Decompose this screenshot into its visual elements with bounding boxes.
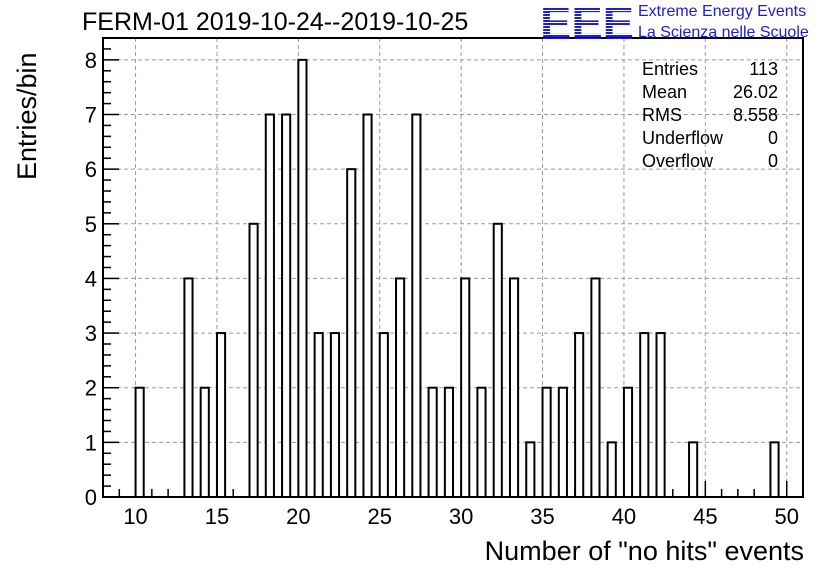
- histogram-bar: [362, 113, 373, 498]
- histogram-bar: [378, 332, 389, 499]
- histogram-bar: [395, 277, 406, 498]
- histogram-bar: [199, 386, 210, 499]
- histogram-bar: [134, 386, 145, 499]
- histogram-bar: [264, 113, 275, 498]
- histogram-bar: [541, 386, 552, 499]
- histogram-bar: [688, 441, 699, 499]
- x-tick-label: 10: [123, 504, 147, 529]
- stats-mean-value: 26.02: [732, 82, 778, 102]
- x-axis-label: Number of "no hits" events: [484, 536, 804, 566]
- y-tick-label: 6: [85, 157, 97, 182]
- histogram-bar: [492, 222, 503, 499]
- histogram-bar: [297, 58, 308, 498]
- histogram-bar: [590, 277, 601, 498]
- histogram-bar: [427, 386, 438, 499]
- stats-entries-value: 113: [749, 59, 778, 79]
- eee-logo: EEE: [540, 2, 634, 42]
- x-tick-label: 40: [612, 504, 636, 529]
- histogram-bar: [639, 332, 650, 499]
- histogram-bar: [460, 277, 471, 498]
- stats-overflow-value: 0: [767, 151, 778, 171]
- y-tick-label: 5: [85, 212, 97, 237]
- logo-line1: Extreme Energy Events: [638, 3, 807, 20]
- histogram-bar: [508, 277, 520, 498]
- stats-mean-label: Mean: [642, 82, 688, 102]
- stats-underflow-label: Underflow: [642, 128, 724, 148]
- y-tick-label: 1: [85, 430, 97, 455]
- stats-entries: Entries 113: [642, 58, 778, 81]
- stats-rms-label: RMS: [642, 105, 682, 125]
- stats-rms-value: 8.558: [732, 105, 778, 125]
- histogram-bar: [622, 386, 634, 499]
- logo-lettering: EEE: [540, 2, 634, 42]
- stats-entries-label: Entries: [642, 59, 699, 79]
- histogram-bar: [606, 441, 617, 499]
- histogram-bar: [476, 386, 487, 499]
- histogram-bar: [248, 222, 259, 499]
- y-tick-label: 7: [85, 103, 97, 128]
- histogram-bars: [134, 58, 780, 499]
- x-tick-label: 35: [530, 504, 554, 529]
- histogram-bar: [574, 332, 585, 499]
- stats-mean: Mean 26.02: [642, 81, 778, 104]
- stats-rms: RMS 8.558: [642, 104, 778, 127]
- x-tick-label: 30: [449, 504, 473, 529]
- x-tick-label: 15: [205, 504, 229, 529]
- histogram-bar: [183, 277, 194, 498]
- histogram-bar: [557, 386, 568, 499]
- histogram-bar: [215, 332, 227, 499]
- histogram-bar: [769, 441, 780, 499]
- histogram-bar: [313, 332, 324, 499]
- y-tick-label: 3: [85, 321, 97, 346]
- stats-box: Entries 113 Mean 26.02 RMS 8.558 Underfl…: [642, 58, 778, 173]
- y-tick-label: 4: [85, 266, 97, 291]
- y-axis-label: Entries/bin: [12, 52, 42, 180]
- chart-title: FERM-01 2019-10-24--2019-10-25: [82, 8, 469, 36]
- histogram-bar: [411, 113, 422, 498]
- x-tick-label: 25: [368, 504, 392, 529]
- x-tick-label: 20: [286, 504, 310, 529]
- y-tick-label: 0: [85, 485, 97, 510]
- histogram-bar: [329, 332, 341, 499]
- y-tick-label: 8: [85, 48, 97, 73]
- histogram-bar: [281, 113, 292, 498]
- stats-overflow-label: Overflow: [642, 151, 714, 171]
- histogram-bar: [346, 168, 357, 498]
- stats-underflow-value: 0: [767, 128, 778, 148]
- stats-underflow: Underflow 0: [642, 127, 778, 150]
- logo-line2: La Scienza nelle Scuole: [638, 24, 809, 41]
- axis-ticks: [102, 37, 804, 498]
- stats-overflow: Overflow 0: [642, 150, 778, 173]
- histogram-bar: [655, 332, 666, 499]
- histogram-bar: [443, 386, 455, 499]
- y-tick-label: 2: [85, 376, 97, 401]
- x-tick-label: 50: [774, 504, 798, 529]
- x-tick-label: 45: [693, 504, 717, 529]
- histogram-bar: [525, 441, 536, 499]
